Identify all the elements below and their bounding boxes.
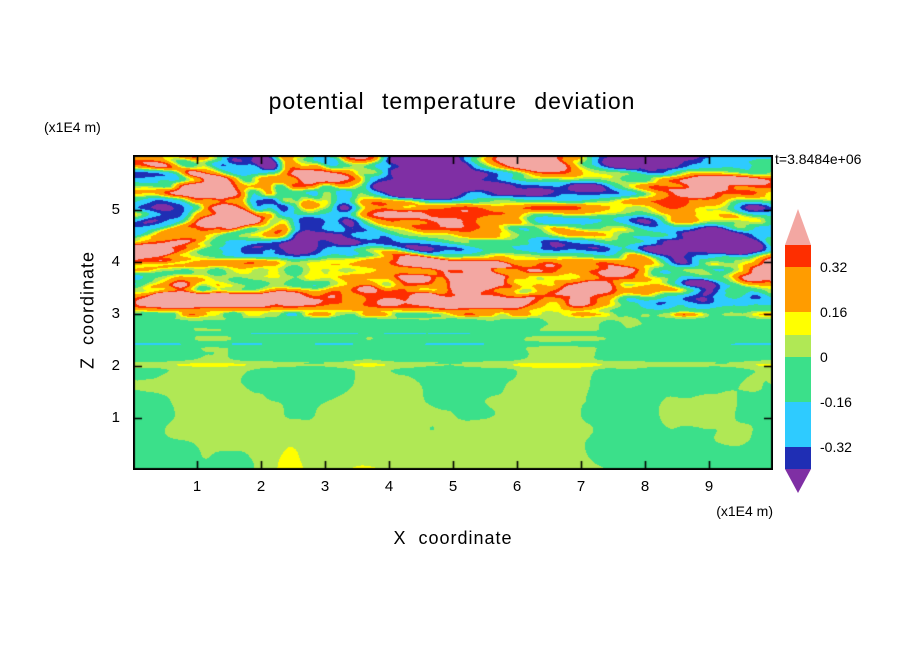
colorbar-segment-2 [785, 267, 811, 312]
y-axis-units: (x1E4 m) [44, 119, 101, 135]
y-axis-title: Z coordinate [77, 250, 98, 370]
x-tick-label: 9 [704, 478, 714, 495]
x-tick-label: 1 [192, 478, 202, 495]
colorbar-segment-5 [785, 357, 811, 402]
colorbar-segment-7 [785, 447, 811, 469]
x-axis-title: X coordinate [393, 528, 513, 548]
x-tick-label: 6 [512, 478, 522, 495]
z-tick-label: 1 [111, 409, 120, 426]
colorbar-segment-1 [785, 245, 811, 267]
colorbar-label: 0 [820, 349, 828, 365]
z-tick-label: 2 [111, 357, 120, 374]
colorbar-label: -0.16 [820, 394, 852, 410]
x-tick-label: 8 [640, 478, 650, 495]
x-tick-label: 5 [448, 478, 458, 495]
time-annotation: t=3.8484e+06 [775, 151, 862, 167]
colorbar-segment-8 [785, 469, 811, 493]
colorbar-segment-3 [785, 312, 811, 335]
colorbar-segment-4 [785, 335, 811, 357]
colorbar-label: -0.32 [820, 439, 852, 455]
x-tick-label: 4 [384, 478, 394, 495]
z-tick-label: 3 [111, 305, 120, 322]
colorbar-segment-6 [785, 402, 811, 447]
x-tick-label: 7 [576, 478, 586, 495]
x-tick-label: 2 [256, 478, 266, 495]
z-tick-label: 5 [111, 201, 120, 218]
x-tick-label: 3 [320, 478, 330, 495]
colorbar-label: 0.16 [820, 304, 848, 320]
colorbar-segment-0 [785, 209, 811, 245]
colorbar-label: 0.32 [820, 259, 848, 275]
x-axis-units: (x1E4 m) [716, 503, 773, 519]
z-tick-label: 4 [111, 253, 120, 270]
chart-title: potential temperature deviation [268, 88, 636, 114]
colorbar [785, 209, 811, 493]
field-canvas [133, 155, 773, 470]
